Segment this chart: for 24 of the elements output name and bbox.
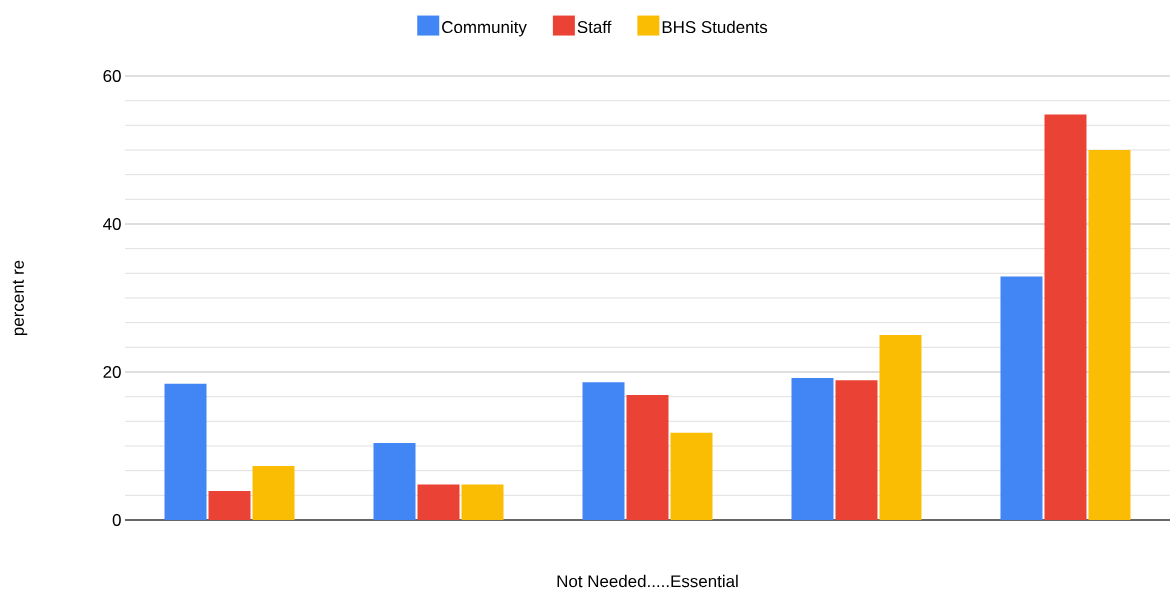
bar xyxy=(582,382,625,520)
bar xyxy=(835,380,878,520)
x-axis-title: Not Needed.....Essential xyxy=(557,574,738,588)
y-tick-label: 40 xyxy=(103,217,121,230)
bar xyxy=(417,484,460,520)
bar xyxy=(461,484,504,520)
bar xyxy=(879,334,922,520)
bar xyxy=(1088,149,1131,520)
bar xyxy=(252,465,295,520)
legend-label: BHS Students xyxy=(662,20,768,34)
bar xyxy=(670,432,713,520)
y-tick-label: 60 xyxy=(103,69,121,82)
bar xyxy=(373,443,416,520)
y-axis-title: percent re xyxy=(12,260,28,336)
y-tick-label: 20 xyxy=(103,365,121,378)
legend-label: Staff xyxy=(577,20,612,34)
legend-label: Community xyxy=(442,20,527,37)
bar xyxy=(208,491,251,520)
bar xyxy=(1044,114,1087,520)
bar xyxy=(164,383,207,520)
bar xyxy=(791,377,834,520)
y-tick-label: 0 xyxy=(112,513,121,526)
bar xyxy=(1000,276,1043,520)
bar xyxy=(626,394,669,520)
